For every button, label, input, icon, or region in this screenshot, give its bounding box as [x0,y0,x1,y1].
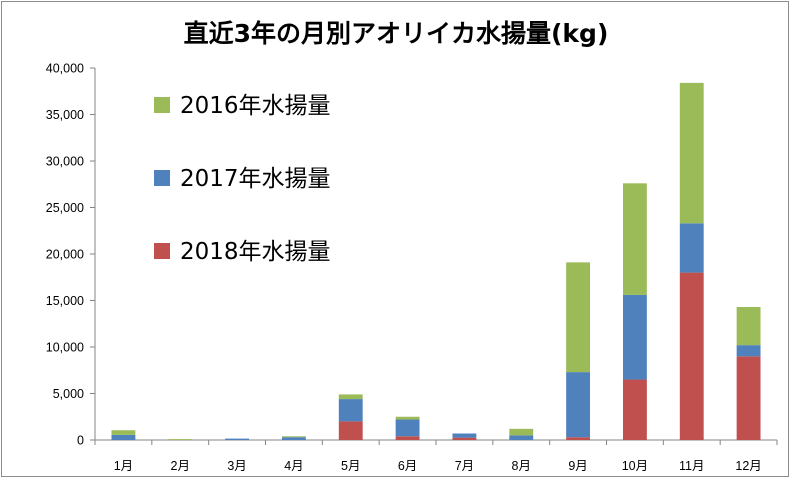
bar-segment [622,379,647,440]
bar-segment [509,428,534,436]
legend-swatch [154,170,170,186]
x-tick-label: 6月 [398,459,417,473]
bar-segment [281,436,306,438]
bar-segment [566,372,591,438]
bar-segment [452,433,477,438]
bar-segment [395,416,420,420]
bar-segment [338,399,363,422]
bar-segment [566,437,591,440]
bar-segment [736,307,761,346]
bar-segment [679,223,704,273]
bar-segment [622,294,647,380]
bar-segment [452,437,477,440]
x-tick-label: 10月 [622,459,648,473]
bar-segment [395,436,420,440]
bar-segment [395,419,420,437]
bar-segment [679,272,704,440]
bar-segment [338,394,363,400]
x-axis: 1月 2月 3月 4月 5月 6月 7月 8月 9月 10月 11月 12月 [94,439,778,473]
legend-swatch [154,97,170,113]
bar-segment [566,262,591,373]
x-tick-label: 5月 [341,459,360,473]
bars [111,82,761,440]
x-tick-label: 8月 [512,459,531,473]
x-tick-label: 9月 [568,459,587,473]
x-tick-label: 4月 [284,459,303,473]
y-tick-label: 25,000 [46,201,84,215]
bar-segment [281,437,306,440]
y-axis: 0 5,000 10,000 15,000 20,000 25,000 30,000 35,0… [46,62,96,448]
x-tick-label: 7月 [455,459,474,473]
y-tick-label: 20,000 [46,248,84,262]
bar-segment [509,435,534,440]
bar-segment [736,345,761,357]
y-tick-label: 35,000 [46,108,84,122]
bar-segment [225,438,250,440]
bar-segment [736,356,761,440]
legend-label: 2017年水揚量 [180,166,331,192]
y-tick-label: 0 [77,434,84,448]
x-tick-label: 12月 [735,459,761,473]
bar-segment [679,82,704,224]
legend-swatch [154,243,170,259]
y-tick-label: 40,000 [46,62,84,76]
chart-title: 直近3年の月別アオリイカ水揚量(kg) [184,19,609,48]
bar-segment [338,421,363,440]
legend-label: 2018年水揚量 [180,239,331,265]
y-tick-label: 5,000 [53,387,84,401]
y-tick-label: 10,000 [46,341,84,355]
bar-segment [111,434,136,440]
legend: 2016年水揚量 2017年水揚量 2018年水揚量 [154,93,331,265]
x-tick-label: 11月 [679,459,704,473]
x-tick-label: 2月 [171,459,190,473]
bar-segment [622,183,647,295]
legend-label: 2016年水揚量 [180,93,331,119]
y-tick-label: 15,000 [46,294,84,308]
x-tick-label: 1月 [114,459,133,473]
bar-segment [168,439,193,440]
bar-segment [111,430,136,435]
y-tick-label: 30,000 [46,155,84,169]
x-tick-label: 3月 [227,459,246,473]
